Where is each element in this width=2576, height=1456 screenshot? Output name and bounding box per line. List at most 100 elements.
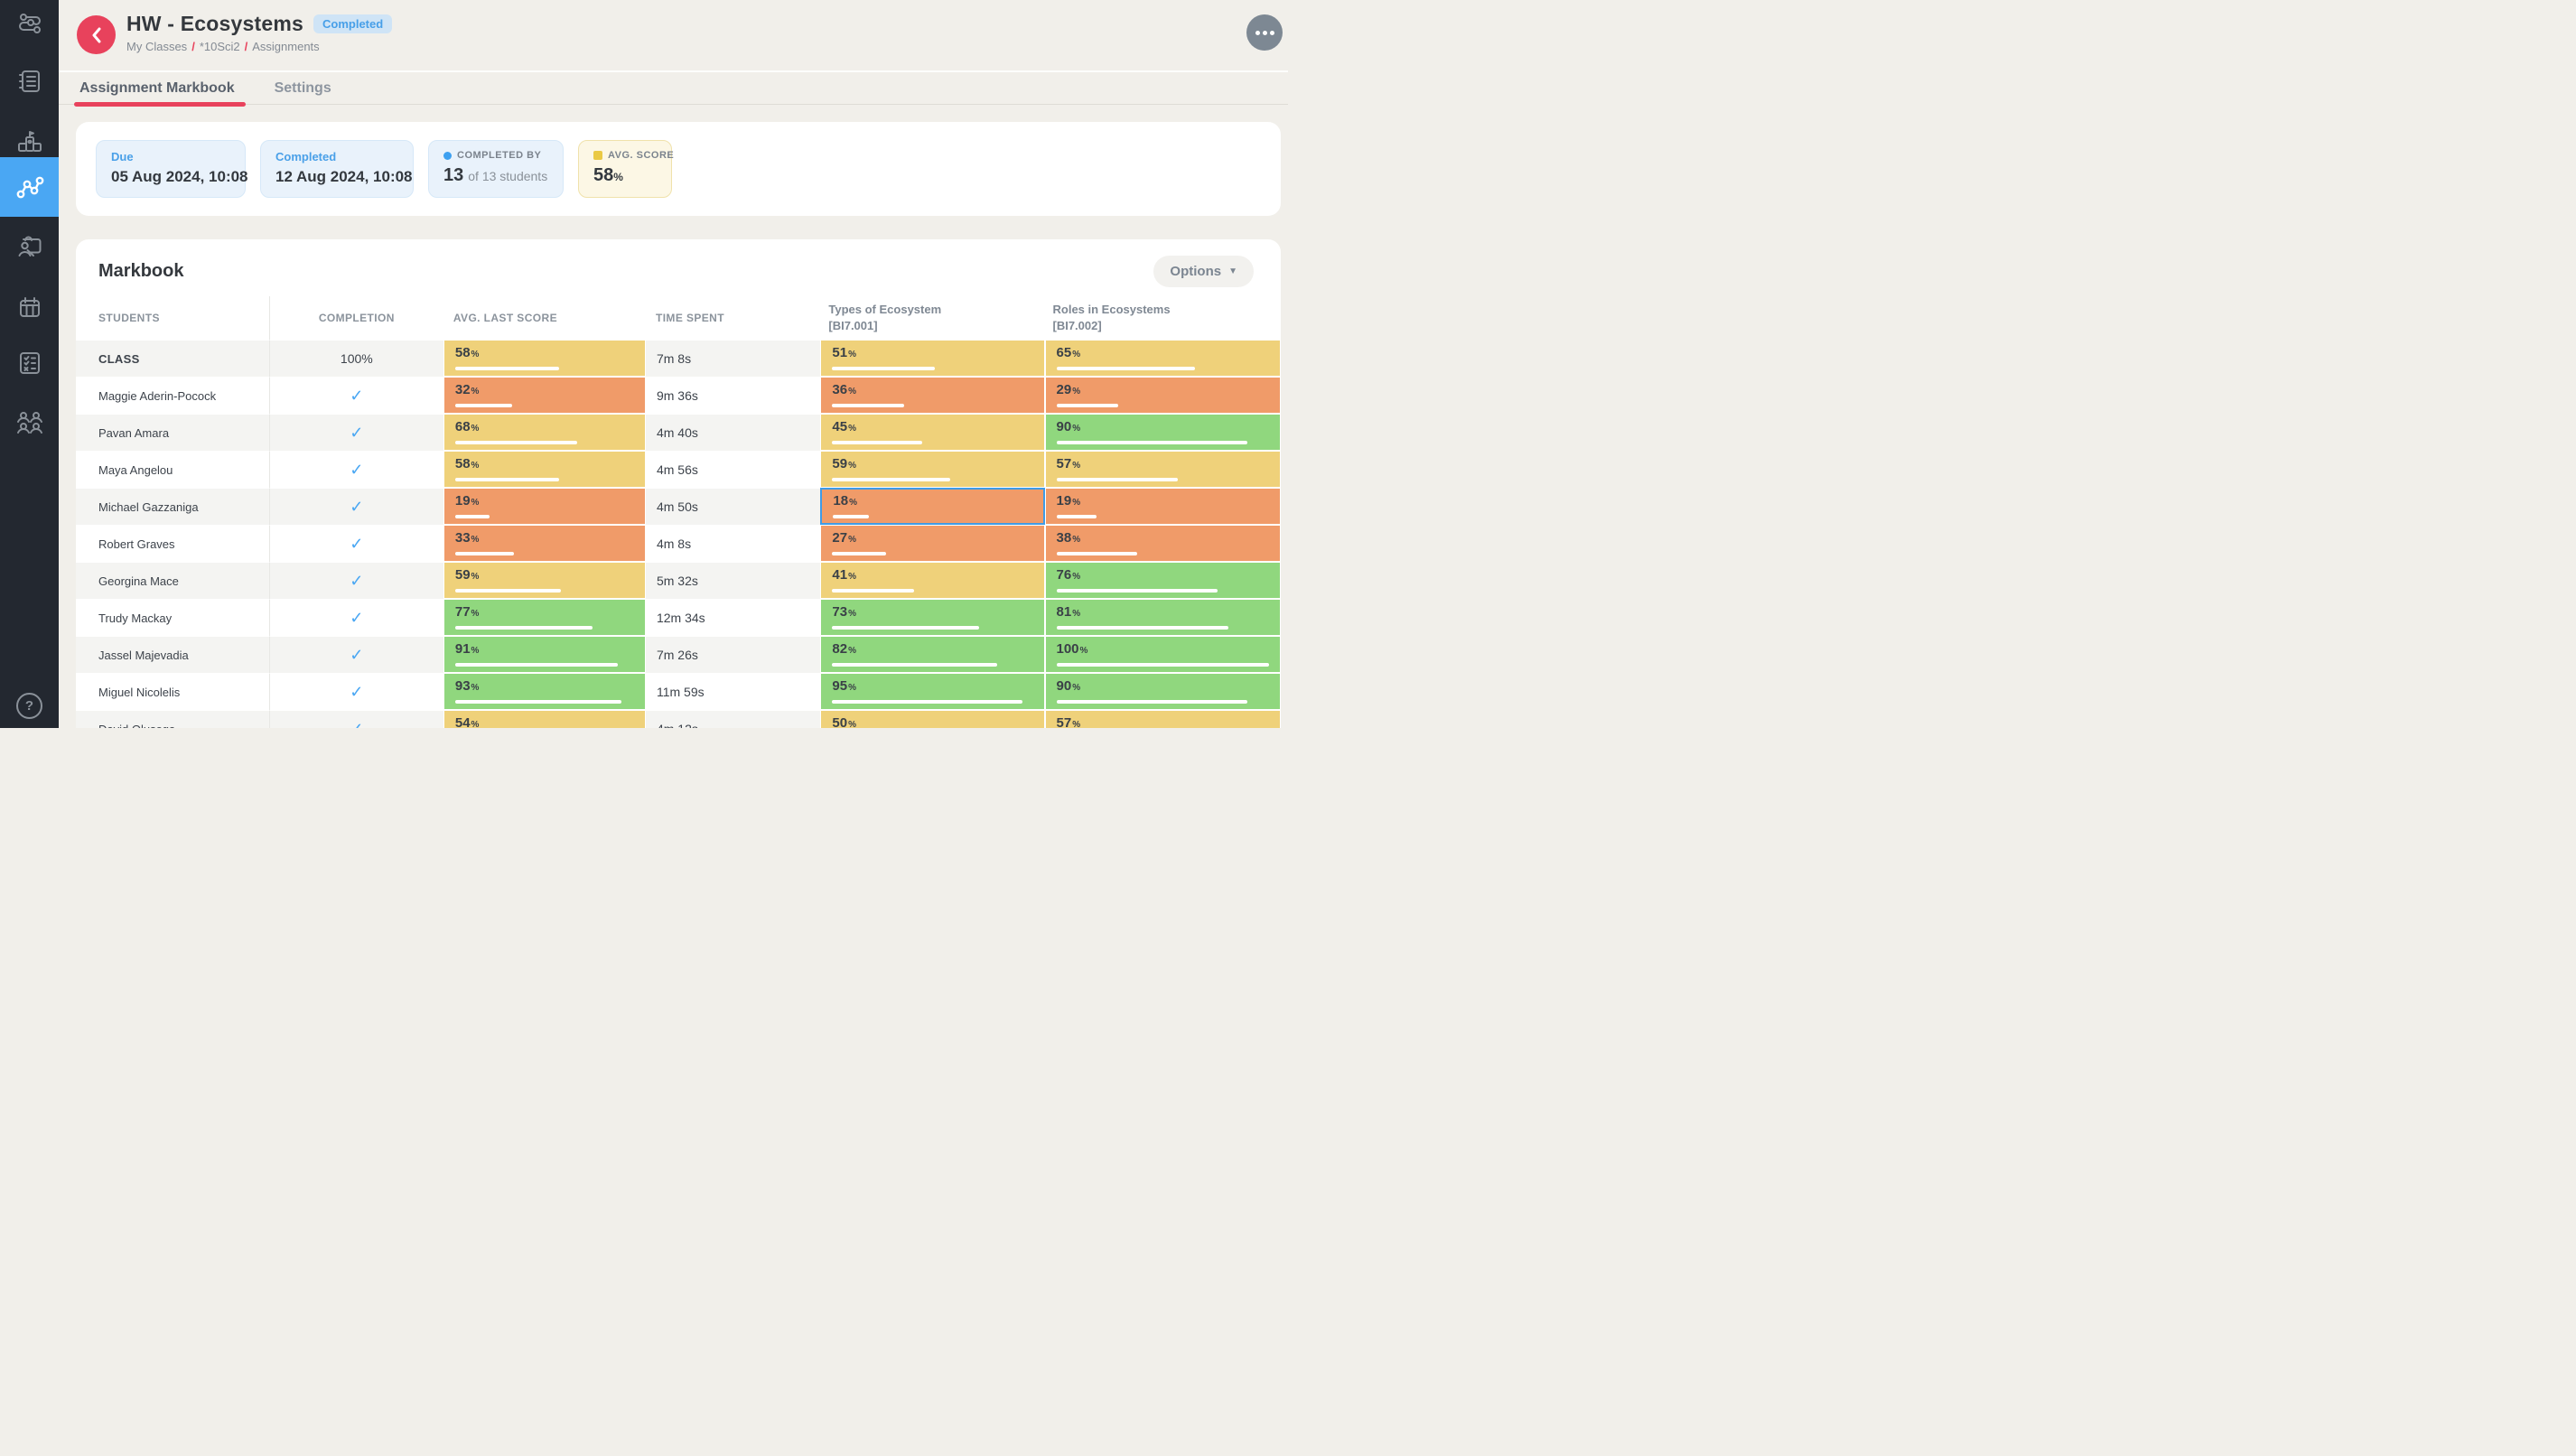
teacher-icon[interactable] <box>0 232 59 263</box>
avg-last-score-score-cell[interactable]: 33% <box>443 525 646 562</box>
groups-icon[interactable] <box>0 408 59 439</box>
avg-last-score-score-cell[interactable]: 58% <box>443 340 646 377</box>
avg-last-score-score-cell[interactable]: 91% <box>443 636 646 673</box>
table-row: Jassel Majevadia ✓ 91% 7m 26s 82% 100% <box>76 636 1281 673</box>
table-row: Pavan Amara ✓ 68% 4m 40s 45% 90% <box>76 414 1281 451</box>
check-icon: ✓ <box>350 572 364 590</box>
types-of-ecosystem-score-cell[interactable]: 51% <box>820 340 1045 377</box>
types-of-ecosystem-score-cell[interactable]: 73% <box>820 599 1045 636</box>
score-progress-bar <box>1056 588 1218 593</box>
markbook-card: Markbook Options ▼ STUDENTS COMPLETION AVG… <box>76 239 1281 728</box>
types-of-ecosystem-score-cell[interactable]: 36% <box>820 377 1045 414</box>
yellow-square-icon <box>593 151 602 160</box>
breadcrumb-assignments[interactable]: Assignments <box>252 40 320 53</box>
blue-dot-icon <box>443 151 452 160</box>
completed-by-count: 13 <box>443 165 464 185</box>
avg-last-score-score-cell[interactable]: 93% <box>443 673 646 710</box>
types-of-ecosystem-score-cell[interactable]: 41% <box>820 562 1045 599</box>
check-icon: ✓ <box>350 387 364 405</box>
roles-in-ecosystems-score-cell[interactable]: 57% <box>1044 710 1281 728</box>
chevron-down-icon: ▼ <box>1228 266 1237 276</box>
markbook-chart-icon[interactable] <box>0 157 59 217</box>
score-progress-bar <box>1056 699 1248 704</box>
page-title: HW - Ecosystems <box>126 12 304 35</box>
time-spent-cell: 4m 40s <box>645 414 821 451</box>
avg-last-score-score-cell[interactable]: 68% <box>443 414 646 451</box>
time-spent-cell: 11m 59s <box>645 673 821 710</box>
roles-in-ecosystems-score-cell[interactable]: 81% <box>1044 599 1281 636</box>
time-spent-cell: 4m 8s <box>645 525 821 562</box>
avg-last-score-score-cell[interactable]: 32% <box>443 377 646 414</box>
score-progress-bar <box>1056 440 1248 444</box>
types-of-ecosystem-score-cell[interactable]: 18% <box>820 488 1045 525</box>
completion-cell: ✓ <box>269 414 443 451</box>
route-icon[interactable] <box>0 9 59 40</box>
avg-last-score-score-cell[interactable]: 58% <box>443 451 646 488</box>
roles-in-ecosystems-score-cell[interactable]: 19% <box>1044 488 1281 525</box>
student-name-cell: Georgina Mace <box>76 562 270 599</box>
notebook-icon[interactable] <box>0 66 59 97</box>
score-progress-bar <box>1056 403 1118 407</box>
types-of-ecosystem-score-cell[interactable]: 27% <box>820 525 1045 562</box>
avg-last-score-score-cell[interactable]: 59% <box>443 562 646 599</box>
score-progress-bar <box>832 477 951 481</box>
score-progress-bar <box>454 551 515 555</box>
help-icon[interactable]: ? <box>0 690 59 721</box>
check-icon: ✓ <box>350 498 364 516</box>
roles-in-ecosystems-score-cell[interactable]: 65% <box>1044 340 1281 377</box>
more-options-button[interactable] <box>1246 14 1283 51</box>
tab-assignment-markbook[interactable]: Assignment Markbook <box>74 72 246 107</box>
options-label: Options <box>1170 264 1222 279</box>
roles-in-ecosystems-score-cell[interactable]: 57% <box>1044 451 1281 488</box>
status-badge: Completed <box>313 14 393 33</box>
tab-settings[interactable]: Settings <box>274 79 331 96</box>
back-button[interactable] <box>77 15 116 54</box>
avg-score-tile: AVG. SCORE 58% <box>578 140 674 198</box>
column-header-completion: COMPLETION <box>318 312 395 324</box>
options-button[interactable]: Options ▼ <box>1153 256 1254 287</box>
calendar-icon[interactable] <box>0 293 59 323</box>
breadcrumb-my-classes[interactable]: My Classes <box>126 40 188 53</box>
roles-in-ecosystems-score-cell[interactable]: 90% <box>1044 673 1281 710</box>
check-icon: ✓ <box>350 461 364 479</box>
score-progress-bar <box>454 699 622 704</box>
column-header-types-of-ecosystem: Types of Ecosystem [BI7.001] <box>828 303 942 332</box>
completed-label: Completed <box>275 150 337 163</box>
quiz-checklist-icon[interactable] <box>0 348 59 378</box>
roles-in-ecosystems-score-cell[interactable]: 38% <box>1044 525 1281 562</box>
student-name-cell: Miguel Nicolelis <box>76 673 270 710</box>
score-progress-bar <box>832 588 915 593</box>
types-of-ecosystem-score-cell[interactable]: 82% <box>820 636 1045 673</box>
breadcrumb-class[interactable]: *10Sci2 <box>199 40 240 53</box>
time-spent-cell: 9m 36s <box>645 377 821 414</box>
avg-last-score-score-cell[interactable]: 54% <box>443 710 646 728</box>
completion-cell: ✓ <box>269 710 443 728</box>
completion-cell: ✓ <box>269 599 443 636</box>
check-icon: ✓ <box>350 721 363 728</box>
avg-last-score-score-cell[interactable]: 19% <box>443 488 646 525</box>
column-header-time-spent: TIME SPENT <box>655 312 724 324</box>
avg-score-value: 58 <box>593 165 614 185</box>
completion-cell: ✓ <box>269 451 443 488</box>
roles-in-ecosystems-score-cell[interactable]: 90% <box>1044 414 1281 451</box>
types-of-ecosystem-score-cell[interactable]: 59% <box>820 451 1045 488</box>
completed-tile: Completed 12 Aug 2024, 10:08 <box>260 140 414 198</box>
roles-in-ecosystems-score-cell[interactable]: 76% <box>1044 562 1281 599</box>
types-of-ecosystem-score-cell[interactable]: 50% <box>820 710 1045 728</box>
check-icon: ✓ <box>350 683 364 701</box>
avg-last-score-score-cell[interactable]: 77% <box>443 599 646 636</box>
time-spent-cell: 5m 32s <box>645 562 821 599</box>
score-progress-bar <box>454 403 513 407</box>
table-row: Maggie Aderin-Pocock ✓ 32% 9m 36s 36% 29% <box>76 377 1281 414</box>
completed-by-tile: COMPLETED BY 13 of 13 students <box>428 140 564 198</box>
podium-icon[interactable] <box>0 126 59 157</box>
column-header-student: STUDENTS <box>76 296 270 340</box>
types-of-ecosystem-score-cell[interactable]: 45% <box>820 414 1045 451</box>
score-progress-bar <box>1056 551 1137 555</box>
types-of-ecosystem-score-cell[interactable]: 95% <box>820 673 1045 710</box>
roles-in-ecosystems-score-cell[interactable]: 29% <box>1044 377 1281 414</box>
roles-in-ecosystems-score-cell[interactable]: 100% <box>1044 636 1281 673</box>
score-progress-bar <box>454 662 619 667</box>
student-name-cell: Maggie Aderin-Pocock <box>76 377 270 414</box>
completion-cell: ✓ <box>269 377 443 414</box>
